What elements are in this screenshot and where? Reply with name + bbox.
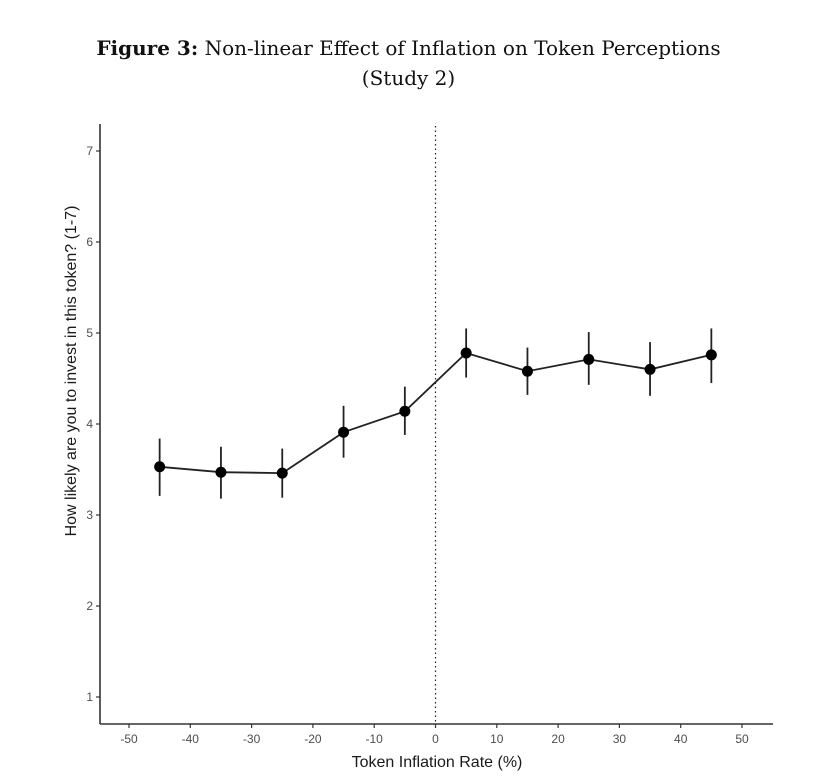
axes: 1 2 3 4 5 6 7 -50 -40 -30 -20 -10 0 10 20 30 40 50 bbox=[86, 124, 773, 746]
y-tick-label: 1 bbox=[86, 690, 93, 704]
data-point bbox=[460, 347, 472, 359]
y-axis-title: How likely are you to invest in this tok… bbox=[63, 206, 80, 537]
y-tick-label: 2 bbox=[86, 599, 93, 613]
data-point bbox=[215, 466, 227, 478]
x-tick-label: -20 bbox=[304, 732, 322, 746]
x-tick-label: 10 bbox=[490, 732, 504, 746]
y-tick-label: 3 bbox=[86, 508, 93, 522]
data-point bbox=[399, 405, 411, 417]
y-tick-label: 6 bbox=[86, 235, 93, 249]
series-lines bbox=[159, 351, 712, 475]
x-tick-label: 0 bbox=[432, 732, 439, 746]
y-tick-label: 7 bbox=[86, 144, 93, 158]
data-point bbox=[705, 349, 717, 361]
x-tick-label: 20 bbox=[551, 732, 565, 746]
x-tick-label: 50 bbox=[735, 732, 749, 746]
x-axis-title: Token Inflation Rate (%) bbox=[352, 754, 523, 771]
data-point bbox=[154, 461, 166, 473]
y-tick-label: 4 bbox=[86, 417, 93, 431]
data-point bbox=[338, 426, 350, 438]
x-tick-label: -50 bbox=[120, 732, 138, 746]
data-point bbox=[583, 353, 595, 365]
series-line bbox=[159, 351, 712, 475]
x-tick-label: -30 bbox=[243, 732, 261, 746]
x-tick-label: 30 bbox=[613, 732, 627, 746]
data-points bbox=[154, 347, 717, 479]
data-point bbox=[521, 365, 533, 377]
x-tick-label: 40 bbox=[674, 732, 688, 746]
caption-line-1: Figure 3: Non-linear Effect of Inflation… bbox=[0, 33, 817, 63]
data-point bbox=[644, 363, 656, 375]
figure-subtitle: (Study 2) bbox=[361, 66, 456, 90]
figure-label: Figure 3: bbox=[96, 36, 199, 60]
figure-caption: Figure 3: Non-linear Effect of Inflation… bbox=[0, 33, 817, 93]
figure-title: Non-linear Effect of Inflation on Token … bbox=[204, 36, 721, 60]
y-tick-label: 5 bbox=[86, 326, 93, 340]
x-tick-label: -40 bbox=[182, 732, 200, 746]
x-tick-label: -10 bbox=[366, 732, 384, 746]
data-point bbox=[276, 467, 288, 479]
